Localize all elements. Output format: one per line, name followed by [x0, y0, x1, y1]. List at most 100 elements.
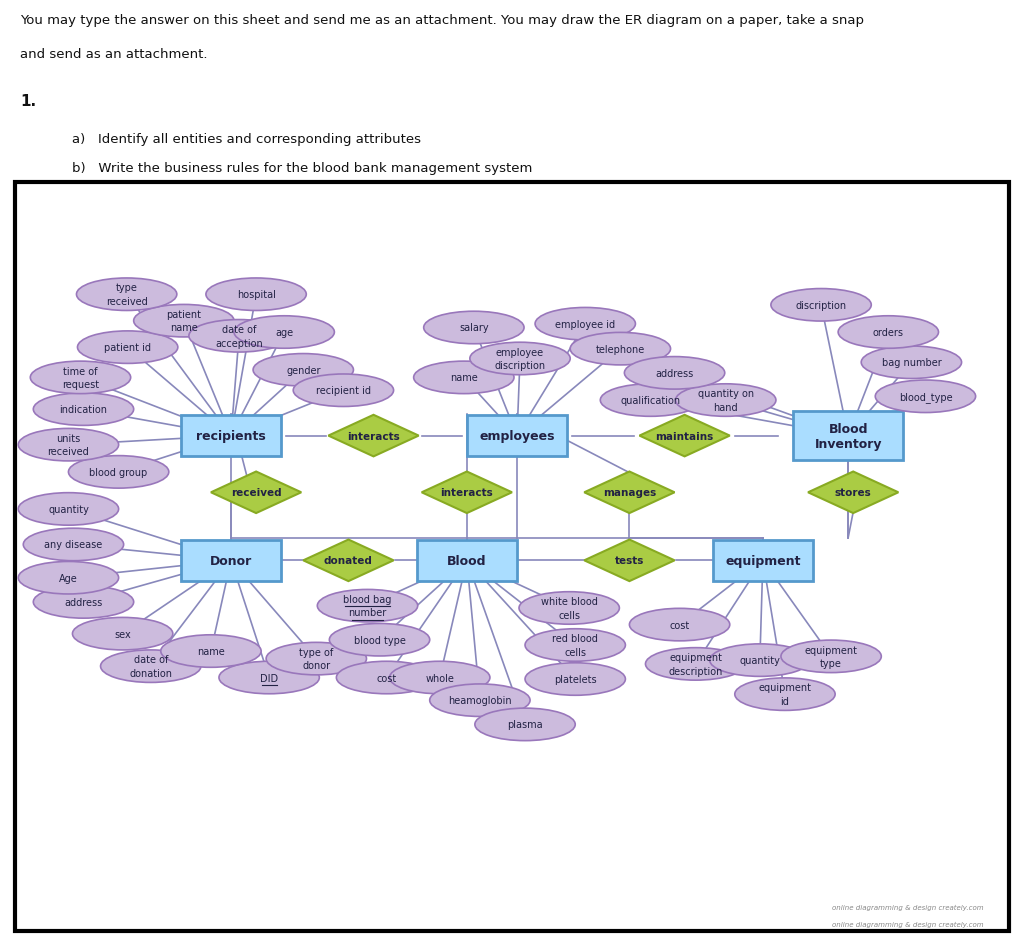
Text: received: received [47, 447, 89, 457]
Ellipse shape [18, 493, 119, 526]
Ellipse shape [100, 650, 201, 683]
Ellipse shape [600, 384, 700, 417]
Ellipse shape [18, 562, 119, 595]
Ellipse shape [34, 394, 134, 426]
Ellipse shape [78, 331, 178, 364]
Text: orders: orders [872, 328, 904, 338]
Text: red blood: red blood [552, 633, 598, 644]
Polygon shape [585, 540, 675, 582]
Text: age: age [275, 328, 293, 338]
Text: salary: salary [459, 323, 488, 333]
Text: cost: cost [670, 620, 690, 630]
Text: Blood
Inventory: Blood Inventory [814, 422, 882, 450]
Ellipse shape [861, 346, 962, 379]
Ellipse shape [630, 609, 730, 641]
Text: quantity: quantity [739, 655, 780, 666]
Text: equipment: equipment [669, 652, 722, 663]
Text: online diagramming & design creately.com: online diagramming & design creately.com [833, 921, 984, 927]
Ellipse shape [73, 617, 173, 650]
Text: request: request [61, 379, 99, 390]
Ellipse shape [317, 590, 418, 622]
Text: 1.: 1. [20, 93, 37, 109]
Ellipse shape [781, 640, 882, 673]
Ellipse shape [525, 663, 626, 696]
Text: date of: date of [222, 325, 256, 334]
Text: Donor: Donor [210, 554, 252, 567]
Ellipse shape [676, 384, 776, 417]
Ellipse shape [475, 708, 575, 741]
Ellipse shape [266, 643, 367, 675]
Ellipse shape [389, 662, 489, 694]
Text: recipient id: recipient id [316, 386, 371, 396]
Text: donated: donated [324, 556, 373, 565]
Polygon shape [211, 472, 301, 514]
Ellipse shape [206, 278, 306, 312]
Ellipse shape [77, 278, 177, 312]
Ellipse shape [424, 312, 524, 345]
Text: quantity on: quantity on [697, 389, 754, 398]
Text: cells: cells [558, 610, 581, 620]
Text: discription: discription [495, 361, 546, 371]
Text: type: type [116, 283, 137, 293]
Text: id: id [780, 697, 790, 706]
Text: stores: stores [835, 488, 871, 497]
Text: cells: cells [564, 648, 586, 657]
Text: name: name [170, 323, 198, 333]
FancyBboxPatch shape [181, 415, 282, 457]
Text: acception: acception [215, 338, 263, 348]
Text: equipment: equipment [759, 683, 811, 693]
Ellipse shape [219, 662, 319, 694]
Text: units: units [56, 433, 81, 444]
Ellipse shape [735, 678, 836, 711]
Text: telephone: telephone [596, 345, 645, 354]
FancyBboxPatch shape [713, 540, 813, 582]
Ellipse shape [330, 624, 430, 656]
Text: qualification: qualification [621, 396, 681, 406]
Polygon shape [639, 415, 730, 457]
Text: heamoglobin: heamoglobin [449, 696, 512, 705]
Text: any disease: any disease [44, 540, 102, 549]
Text: manages: manages [603, 488, 656, 497]
Text: donor: donor [302, 661, 331, 670]
Text: indication: indication [59, 405, 108, 414]
Ellipse shape [625, 357, 725, 390]
Text: employee id: employee id [555, 319, 615, 329]
Text: DID: DID [260, 673, 279, 683]
Text: platelets: platelets [554, 674, 597, 684]
Text: hand: hand [714, 402, 738, 413]
Ellipse shape [536, 308, 636, 341]
Ellipse shape [414, 362, 514, 395]
Text: blood bag: blood bag [343, 595, 392, 604]
Text: name: name [197, 647, 225, 656]
Text: tests: tests [614, 556, 644, 565]
Text: and send as an attachment.: and send as an attachment. [20, 47, 208, 60]
Ellipse shape [570, 333, 671, 365]
Text: time of: time of [63, 366, 97, 376]
Text: cost: cost [377, 673, 396, 683]
Text: plasma: plasma [507, 719, 543, 730]
FancyBboxPatch shape [181, 540, 282, 582]
Ellipse shape [519, 592, 620, 625]
Text: whole: whole [425, 673, 455, 683]
Polygon shape [585, 472, 675, 514]
Ellipse shape [134, 305, 234, 338]
Text: Blood: Blood [447, 554, 486, 567]
Text: type: type [820, 659, 842, 668]
Text: patient id: patient id [104, 343, 152, 353]
Ellipse shape [31, 362, 131, 395]
Text: blood_type: blood_type [899, 392, 952, 402]
Text: b)   Write the business rules for the blood bank management system: b) Write the business rules for the bloo… [72, 161, 532, 175]
Text: type of: type of [299, 648, 334, 657]
Polygon shape [329, 415, 419, 457]
Polygon shape [303, 540, 393, 582]
Text: online diagramming & design creately.com: online diagramming & design creately.com [833, 904, 984, 910]
FancyBboxPatch shape [417, 540, 517, 582]
Ellipse shape [336, 662, 436, 694]
Text: patient: patient [166, 310, 202, 319]
Text: received: received [230, 488, 282, 497]
FancyBboxPatch shape [467, 415, 567, 457]
Text: interacts: interacts [347, 431, 400, 441]
Ellipse shape [710, 644, 810, 677]
Ellipse shape [24, 529, 124, 561]
Ellipse shape [771, 289, 871, 322]
